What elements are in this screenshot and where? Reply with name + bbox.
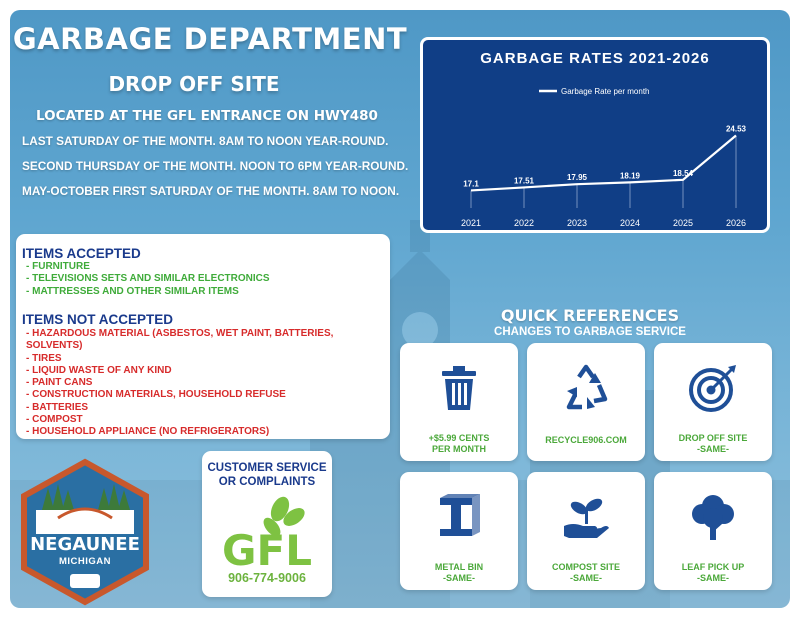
ref-label: -SAME- [697,444,729,454]
data-label: 18.54 [673,169,694,178]
ref-label: PER MONTH [432,444,486,454]
list-item: - HOUSEHOLD APPLIANCE (NO REFRIGERATORS) [26,426,270,438]
list-item: - TELEVISIONS SETS AND SIMILAR ELECTRONI… [26,273,270,285]
ref-card-metal: METAL BIN -SAME- [400,472,518,590]
customer-service-label: CUSTOMER SERVICE [207,462,327,474]
quick-references-subtitle: CHANGES TO GARBAGE SERVICE [494,326,686,338]
city-seal-icon [21,458,149,606]
drop-off-heading: DROP OFF SITE [108,72,280,96]
recycle-icon [566,364,608,410]
ref-label: COMPOST SITE [551,562,620,572]
ref-card-leaf: LEAF PICK UP -SAME- [654,472,772,590]
schedule-line: SECOND THURSDAY OF THE MONTH. NOON TO 6P… [22,159,409,173]
accepted-list: - FURNITURE - TELEVISIONS SETS AND SIMIL… [26,261,270,298]
ref-label: -SAME- [570,573,602,583]
page-title: GARBAGE DEPARTMENT [12,22,408,56]
schedule-line: LAST SATURDAY OF THE MONTH. 8AM TO NOON … [22,134,389,148]
location-text: LOCATED AT THE GFL ENTRANCE ON HWY480 [36,108,378,124]
complaints-label: OR COMPLAINTS [218,476,316,488]
items-not-accepted-heading: ITEMS NOT ACCEPTED [22,312,174,327]
tree-icon [692,495,734,540]
list-item: - BATTERIES [26,401,89,413]
x-tick-label: 2023 [567,218,587,228]
data-label: 17.1 [463,179,479,188]
logo-name: NEGAUNEE [30,534,140,555]
rates-chart-card: GARBAGE RATES 2021-2026 Garbage Rate per… [420,37,770,233]
ref-label: -SAME- [697,573,729,583]
plant-hand-icon [564,498,609,538]
legend-entry: Garbage Rate per month [561,87,650,96]
trash-can-icon [442,366,476,410]
items-card: ITEMS ACCEPTED - FURNITURE - TELEVISIONS… [16,234,390,439]
ref-label: METAL BIN [434,562,484,572]
steel-beam-icon [440,494,480,536]
x-tick-label: 2026 [726,218,746,228]
ref-label: +$5.99 CENTS [428,433,490,443]
items-accepted-heading: ITEMS ACCEPTED [22,246,141,261]
negaunee-logo: NEGAUNEE MICHIGAN [18,458,152,606]
ref-label: DROP OFF SITE [678,433,748,443]
list-item: - COMPOST [26,414,83,426]
list-item: - HAZARDOUS MATERIAL (ASBESTOS, WET PAIN… [26,328,334,352]
series-line [470,134,737,192]
ref-label: -SAME- [443,573,475,583]
not-accepted-list: - HAZARDOUS MATERIAL (ASBESTOS, WET PAIN… [26,328,390,439]
data-label: 18.19 [620,171,641,180]
data-label: 24.53 [726,124,747,133]
list-item: - MATTRESSES AND OTHER SIMILAR ITEMS [26,285,239,297]
list-item: - LIQUID WASTE OF ANY KIND [26,364,172,376]
target-icon [689,365,736,412]
logo-sub: MICHIGAN [58,556,112,567]
chart-title: GARBAGE RATES 2021-2026 [480,50,710,67]
x-tick-label: 2021 [461,218,481,228]
x-tick-label: 2022 [514,218,534,228]
list-item: - PAINT CANS [26,377,93,389]
ref-label: LEAF PICK UP [681,562,745,572]
ref-card-recycle: RECYCLE906.COM [527,343,645,461]
quick-references-title: QUICK REFERENCES [500,306,680,325]
ref-card-rate: +$5.99 CENTS PER MONTH [400,343,518,461]
gfl-logo: GFL [222,496,312,575]
ref-card-drop-off: DROP OFF SITE -SAME- [654,343,772,461]
ref-card-compost: COMPOST SITE -SAME- [527,472,645,590]
list-item: - CONSTRUCTION MATERIALS, HOUSEHOLD REFU… [26,389,286,401]
list-item: - TIRES [26,352,62,364]
garbage-poster: GARBAGE DEPARTMENT DROP OFF SITE LOCATED… [10,10,790,608]
x-tick-label: 2024 [620,218,640,228]
gfl-logo-text: GFL [222,526,312,575]
data-label: 17.51 [514,176,535,185]
list-item: - FURNITURE [26,261,90,272]
rates-chart: Garbage Rate per month 17.1 2021 17.51 2022… [461,87,747,228]
customer-service-card: CUSTOMER SERVICE OR COMPLAINTS GFL 906-7… [202,451,332,597]
data-label: 17.95 [567,173,588,182]
x-tick-label: 2025 [673,218,693,228]
schedule-line: MAY-OCTOBER FIRST SATURDAY OF THE MONTH.… [22,184,400,198]
phone-number: 906-774-9006 [228,571,306,585]
ref-label: RECYCLE906.COM [545,435,627,445]
